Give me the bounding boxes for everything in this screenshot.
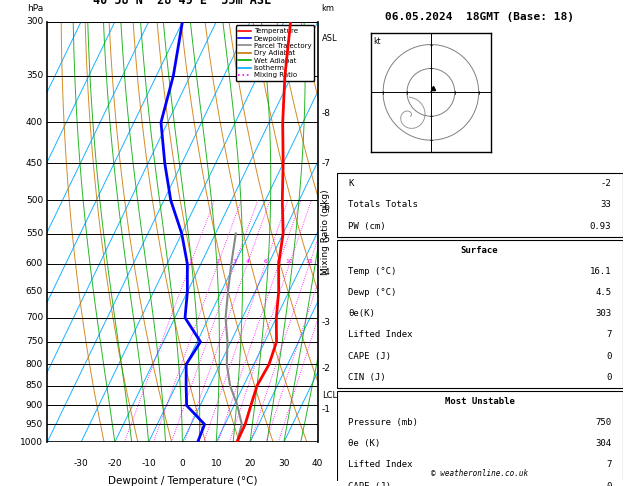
Bar (337, 391, 623, 486)
Text: 20: 20 (244, 459, 256, 468)
Text: 600: 600 (26, 260, 43, 268)
Text: 1: 1 (189, 259, 192, 264)
Text: -8: -8 (321, 109, 331, 118)
Text: PW (cm): PW (cm) (348, 222, 386, 230)
Text: 750: 750 (26, 337, 43, 347)
Text: Totals Totals: Totals Totals (348, 200, 418, 209)
Text: km: km (321, 4, 335, 14)
Text: © weatheronline.co.uk: © weatheronline.co.uk (431, 469, 528, 478)
Text: θe(K): θe(K) (348, 309, 375, 318)
Text: LCL: LCL (321, 391, 337, 400)
Text: -5: -5 (321, 235, 331, 244)
Text: 16.1: 16.1 (590, 267, 611, 276)
Text: 800: 800 (26, 360, 43, 369)
Text: 303: 303 (595, 309, 611, 318)
Text: 850: 850 (26, 381, 43, 390)
Text: CAPE (J): CAPE (J) (348, 482, 391, 486)
Text: ASL: ASL (321, 35, 337, 43)
Text: 400: 400 (26, 118, 43, 127)
Text: 10: 10 (286, 259, 293, 264)
Text: -2: -2 (321, 364, 331, 373)
Text: 750: 750 (595, 418, 611, 427)
Text: 6: 6 (264, 259, 267, 264)
Text: hPa: hPa (27, 4, 43, 14)
Text: θe (K): θe (K) (348, 439, 380, 448)
Text: 700: 700 (26, 313, 43, 322)
Text: 900: 900 (26, 401, 43, 410)
Text: -10: -10 (142, 459, 156, 468)
Text: -7: -7 (321, 159, 331, 168)
Text: 40: 40 (312, 459, 323, 468)
Text: -20: -20 (108, 459, 122, 468)
Text: 2: 2 (216, 259, 220, 264)
Text: Temp (°C): Temp (°C) (348, 267, 396, 276)
Bar (337, 240, 623, 388)
Text: 06.05.2024  18GMT (Base: 18): 06.05.2024 18GMT (Base: 18) (385, 12, 574, 22)
Text: 7: 7 (606, 330, 611, 339)
Text: 304: 304 (595, 439, 611, 448)
Text: CAPE (J): CAPE (J) (348, 351, 391, 361)
Text: 0: 0 (606, 351, 611, 361)
Text: 0.93: 0.93 (590, 222, 611, 230)
Text: 1000: 1000 (20, 438, 43, 447)
Text: Surface: Surface (461, 246, 498, 255)
Text: 3: 3 (233, 259, 237, 264)
Text: -6: -6 (321, 203, 331, 211)
Text: 0: 0 (179, 459, 186, 468)
Text: Dewp (°C): Dewp (°C) (348, 288, 396, 297)
Text: Mixing Ratio (g/kg): Mixing Ratio (g/kg) (321, 189, 330, 275)
Text: 8: 8 (277, 259, 281, 264)
Text: Pressure (mb): Pressure (mb) (348, 418, 418, 427)
Text: kt: kt (374, 37, 381, 46)
Text: -2: -2 (601, 179, 611, 188)
Text: 650: 650 (26, 287, 43, 296)
Text: 40°58'N  28°49'E  55m ASL: 40°58'N 28°49'E 55m ASL (93, 0, 272, 7)
Bar (337, 173, 623, 237)
Text: Lifted Index: Lifted Index (348, 330, 413, 339)
Legend: Temperature, Dewpoint, Parcel Trajectory, Dry Adiabat, Wet Adiabat, Isotherm, Mi: Temperature, Dewpoint, Parcel Trajectory… (236, 25, 314, 81)
Text: 550: 550 (26, 229, 43, 238)
Text: 4.5: 4.5 (595, 288, 611, 297)
Text: 4: 4 (245, 259, 249, 264)
Text: -1: -1 (321, 405, 331, 414)
Text: 0: 0 (606, 482, 611, 486)
Text: 0: 0 (606, 373, 611, 382)
Text: 30: 30 (278, 459, 289, 468)
Text: 350: 350 (26, 71, 43, 80)
Text: Dewpoint / Temperature (°C): Dewpoint / Temperature (°C) (108, 476, 257, 486)
Text: 450: 450 (26, 159, 43, 168)
Text: K: K (348, 179, 353, 188)
Text: Lifted Index: Lifted Index (348, 460, 413, 469)
Text: 7: 7 (606, 460, 611, 469)
Text: Most Unstable: Most Unstable (445, 397, 515, 406)
Text: 500: 500 (26, 196, 43, 205)
Text: 300: 300 (26, 17, 43, 26)
Text: -4: -4 (321, 268, 331, 277)
Text: -30: -30 (74, 459, 88, 468)
Text: 950: 950 (26, 420, 43, 429)
Text: 10: 10 (211, 459, 222, 468)
Text: -3: -3 (321, 318, 331, 327)
Text: 33: 33 (601, 200, 611, 209)
Text: CIN (J): CIN (J) (348, 373, 386, 382)
Text: 15: 15 (306, 259, 313, 264)
